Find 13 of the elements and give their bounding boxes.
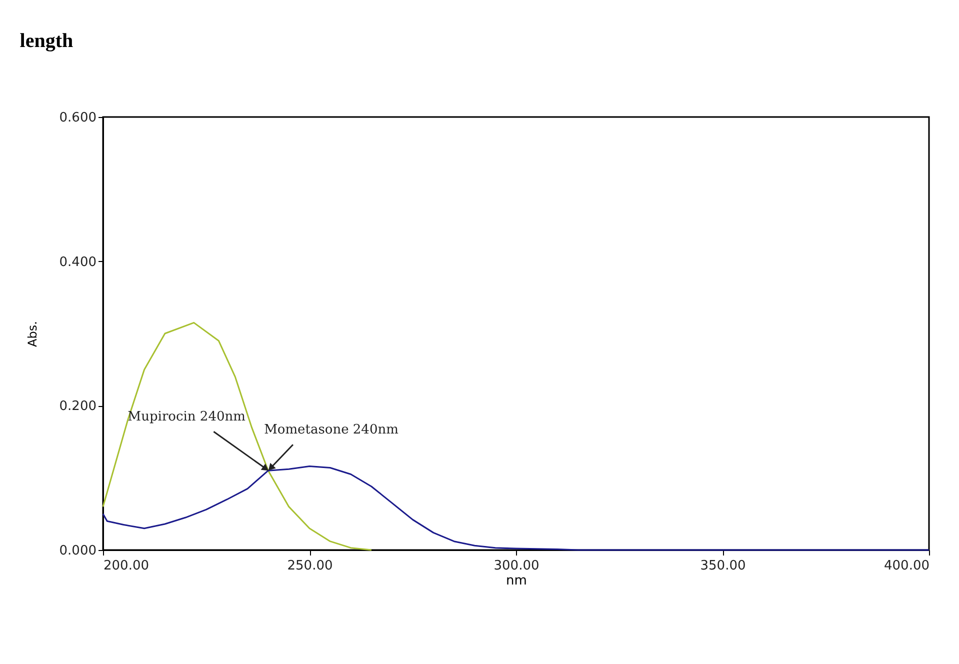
y-tick-label: 0.000 [59, 544, 96, 558]
y-tick-label: 0.400 [59, 254, 96, 270]
annotation: Mometasone 240nm [264, 422, 398, 438]
y-axis-title: Abs. [25, 321, 40, 347]
chart-title: length [20, 30, 74, 52]
x-tick-label: 250.00 [287, 558, 333, 574]
y-tick-label: 0.600 [59, 110, 96, 126]
x-tick-label: 400.00 [884, 558, 930, 574]
x-tick-label: 300.00 [494, 558, 540, 574]
x-axis-title: nm [506, 574, 527, 588]
y-tick-label: 0.200 [59, 399, 96, 414]
x-tick-label: 200.00 [104, 558, 149, 574]
x-tick-label: 350.00 [700, 558, 746, 574]
